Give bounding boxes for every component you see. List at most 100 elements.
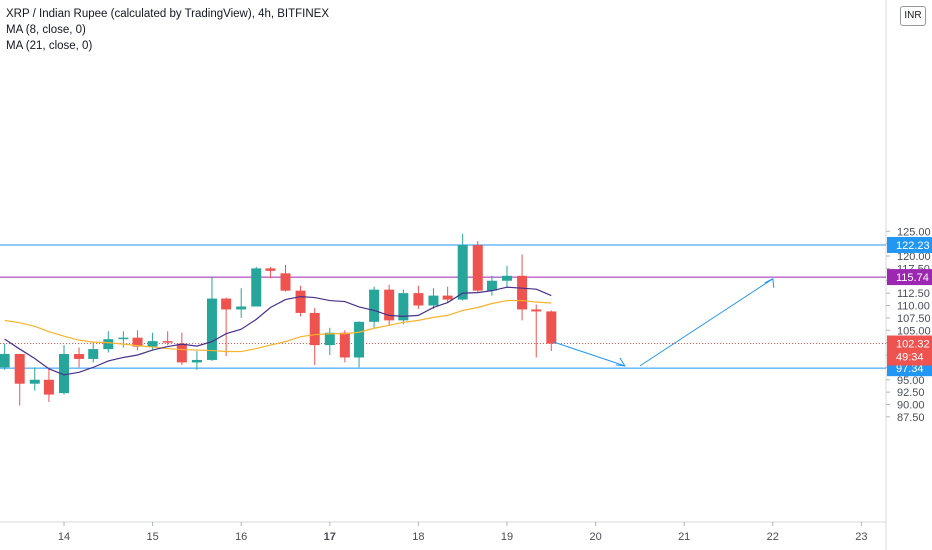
candle-body xyxy=(236,306,247,310)
candle-body xyxy=(88,349,99,359)
candle-body xyxy=(369,289,380,322)
x-tick-label: 16 xyxy=(235,531,247,543)
bearish-candle xyxy=(14,354,25,406)
bar-countdown-text: 49:34 xyxy=(896,352,924,364)
candle-body xyxy=(206,298,217,360)
y-tick-label: 87.50 xyxy=(897,412,925,424)
projection-down-line xyxy=(553,341,625,367)
candle-body xyxy=(118,337,129,340)
candle-body xyxy=(162,341,173,343)
symbol-title: XRP / Indian Rupee (calculated by Tradin… xyxy=(6,8,330,20)
bullish-candle xyxy=(354,321,365,368)
price-label-badge xyxy=(887,236,932,253)
bearish-candle xyxy=(162,331,173,346)
x-tick-label: 21 xyxy=(678,531,690,543)
x-tick-label: 17 xyxy=(324,531,336,543)
candle-body xyxy=(221,298,232,310)
bullish-candle xyxy=(0,343,10,370)
bullish-candle xyxy=(191,351,202,370)
projection-up-line xyxy=(639,278,774,367)
candle-body xyxy=(59,354,69,394)
candle-body xyxy=(309,312,320,346)
candle-body xyxy=(103,339,114,350)
currency-badge[interactable]: INR xyxy=(900,6,926,26)
candle-body xyxy=(132,337,143,347)
candle-body xyxy=(191,359,202,363)
x-tick-label: 14 xyxy=(58,531,70,543)
x-tick-label: 23 xyxy=(855,531,867,543)
bearish-candle xyxy=(517,254,528,321)
ma8-line xyxy=(4,286,552,376)
bullish-candle xyxy=(29,367,40,391)
bullish-candle xyxy=(103,331,114,353)
candle-body xyxy=(457,245,468,300)
bearish-candle xyxy=(384,284,395,326)
bearish-candle xyxy=(132,330,143,351)
x-tick-label: 20 xyxy=(589,531,601,543)
price-label-text: 97.34 xyxy=(896,363,924,375)
candle-body xyxy=(428,295,439,306)
candle-body xyxy=(176,343,187,363)
bearish-candle xyxy=(176,332,187,365)
bearish-candle xyxy=(413,285,424,309)
candle-body xyxy=(280,273,291,291)
bullish-candle xyxy=(324,327,335,355)
x-tick-label: 15 xyxy=(146,531,158,543)
candle-body xyxy=(486,280,497,291)
bullish-candle xyxy=(88,342,99,363)
chart-legend: XRP / Indian Rupee (calculated by Tradin… xyxy=(6,6,329,54)
ma8-legend[interactable]: MA (8, close, 0) xyxy=(6,24,86,36)
candle-body xyxy=(354,321,365,358)
candle-body xyxy=(324,332,335,346)
candle-body xyxy=(502,275,512,281)
bearish-candle xyxy=(265,266,276,279)
bearish-candle xyxy=(43,367,54,403)
y-tick-label: 105.00 xyxy=(897,325,931,337)
bullish-candle xyxy=(457,233,468,301)
projection-down-arrowhead xyxy=(615,357,626,367)
last-price-badge xyxy=(887,335,932,366)
bullish-candle xyxy=(486,275,497,296)
y-tick-label: 125.00 xyxy=(897,226,931,238)
bearish-candle xyxy=(546,310,557,352)
y-tick-label: 95.00 xyxy=(897,375,925,387)
y-tick-label: 107.50 xyxy=(897,313,931,325)
last-price-text: 102.32 xyxy=(896,339,930,351)
candle-body xyxy=(442,295,453,300)
y-tick-label: 120.00 xyxy=(897,251,931,263)
candle-body xyxy=(339,332,350,358)
ma21-line xyxy=(4,299,552,353)
candle-body xyxy=(74,354,85,359)
x-tick-label: 19 xyxy=(501,531,513,543)
bearish-candle xyxy=(74,347,85,368)
candle-body xyxy=(251,268,262,307)
ma21-legend[interactable]: MA (21, close, 0) xyxy=(6,40,93,52)
candle-body xyxy=(546,311,557,344)
projection-up-arrowhead xyxy=(764,278,775,288)
x-tick-label: 18 xyxy=(412,531,424,543)
candle-body xyxy=(14,354,25,384)
y-tick-label: 110.00 xyxy=(897,301,930,313)
y-tick-label: 92.50 xyxy=(897,387,925,399)
candle-body xyxy=(295,290,306,313)
bearish-candle xyxy=(531,304,542,358)
bearish-candle xyxy=(280,264,291,292)
x-tick-label: 22 xyxy=(767,531,779,543)
bullish-candle xyxy=(236,288,247,318)
price-label-badge xyxy=(887,269,932,286)
candle-body xyxy=(531,309,542,312)
bullish-candle xyxy=(502,265,512,289)
bullish-candle xyxy=(398,289,409,325)
y-tick-label: 112.50 xyxy=(897,288,930,300)
price-label-text: 115.74 xyxy=(896,272,929,284)
y-tick-label: 90.00 xyxy=(897,400,925,412)
candle-body xyxy=(0,354,10,368)
bullish-candle xyxy=(118,331,129,348)
bearish-candle xyxy=(309,307,320,365)
candle-body xyxy=(265,268,276,271)
bullish-candle xyxy=(59,345,69,395)
bullish-candle xyxy=(428,288,439,309)
candle-body xyxy=(384,289,395,321)
candle-body xyxy=(147,341,158,347)
